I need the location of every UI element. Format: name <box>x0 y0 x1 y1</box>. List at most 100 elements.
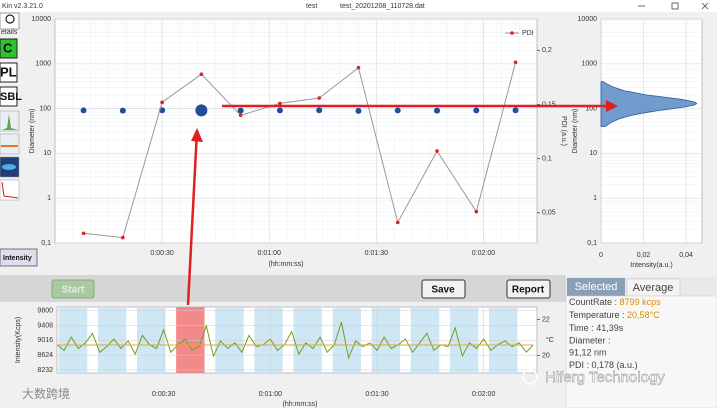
diameter-point <box>276 107 283 114</box>
y-tick-label: 1 <box>593 195 597 202</box>
save-button[interactable] <box>421 279 466 299</box>
y-tick-label: 1 <box>47 195 51 202</box>
thumb-4-icon <box>1 181 19 199</box>
pdi-point <box>317 96 322 100</box>
y-tick-label: 1000 <box>35 61 51 68</box>
info-row: Temperature : 20,58°C <box>569 310 660 320</box>
details-icon <box>5 14 15 24</box>
info-row: PDI : 0,178 (a.u.) <box>569 360 638 370</box>
thumb-4[interactable] <box>0 179 20 201</box>
trace-chart: 8232 8624 9016 9408 9800 20 22 0:00:30 0:01:00 0:… <box>15 306 554 408</box>
start-button <box>51 279 95 299</box>
y-tick-label: 0,1 <box>41 240 51 247</box>
title-bar <box>0 0 717 12</box>
report-label: Report <box>512 285 545 296</box>
measurement-window <box>215 307 244 373</box>
window-controls[interactable] <box>638 2 709 10</box>
pdi-point <box>435 149 439 153</box>
y-tick-label: 100 <box>585 105 597 112</box>
measurement-window <box>293 307 322 373</box>
y-tick-label: 10000 <box>32 16 52 23</box>
x-tick-label: 0,04 <box>679 252 693 259</box>
pl-label: PL <box>0 64 17 79</box>
pdi-point <box>238 113 243 118</box>
thumb-3-icon <box>2 164 16 170</box>
pdi-point <box>356 65 361 70</box>
x-axis-label: (hh:mm:ss) <box>283 401 318 408</box>
diameter-point <box>355 107 362 114</box>
y-tick-label: 100 <box>39 105 51 112</box>
info-label: PDI : <box>569 360 589 370</box>
measurement-window <box>410 307 440 373</box>
plot-area <box>54 18 538 244</box>
info-row: Time : 41,39s <box>569 323 624 333</box>
watermark-left: 大数跨境 <box>22 386 70 401</box>
sbl-button[interactable] <box>0 86 18 107</box>
c-label: C <box>3 40 13 55</box>
info-value: 20,58°C <box>627 310 660 320</box>
pdi-point <box>474 209 479 214</box>
diameter-point <box>316 107 323 114</box>
info-value: 91,12 nm <box>569 347 607 357</box>
y2-tick-label: 22 <box>542 316 550 323</box>
y-axis-label: Diameter (nm) <box>572 109 579 154</box>
measurement-window <box>489 307 518 373</box>
y2-tick-label: 20 <box>542 352 550 359</box>
tab-selected[interactable] <box>567 278 625 296</box>
diameter-point <box>119 107 126 114</box>
x-tick-label: 0:01:30 <box>365 391 388 398</box>
x-tick-label: 0:01:30 <box>365 250 388 257</box>
report-button[interactable] <box>506 279 551 299</box>
distribution-area <box>600 81 698 127</box>
info-label: Time : <box>569 323 594 333</box>
y-tick-label: 9408 <box>37 322 53 329</box>
watermark-icon <box>522 369 538 385</box>
y-tick-label: 10 <box>43 150 51 157</box>
x-axis-label: (hh:mm:ss) <box>269 261 304 268</box>
y-tick-label: 8232 <box>37 367 53 374</box>
x-tick-label: 0:02:00 <box>472 250 495 257</box>
diameter-point <box>237 107 244 114</box>
thumb-1-icon <box>2 114 18 130</box>
diameter-point <box>512 107 519 114</box>
pdi-point <box>121 235 125 240</box>
pdi-point <box>81 231 86 236</box>
x-tick-label: 0:01:00 <box>258 250 281 257</box>
main-chart: 0,11101001000100000,050,10,150,20:00:300… <box>29 16 567 268</box>
y2-axis-label: °C <box>546 336 554 344</box>
plot-content <box>80 60 519 240</box>
diameter-point <box>195 104 208 117</box>
measurement-window <box>137 307 166 373</box>
x-tick-label: 0 <box>599 252 603 259</box>
app-title: Kin v2.3.21.0 <box>2 3 43 10</box>
series-line <box>83 62 517 239</box>
pdi-point <box>199 72 204 76</box>
y-tick-label: 10 <box>589 150 597 157</box>
distribution-chart: 0,1 1 10 100 1000 10000 0 0,02 0,04 Intensity(a.u… <box>572 16 703 269</box>
measurement-window <box>449 307 479 373</box>
legend-dot <box>510 31 514 35</box>
y-tick-label: 0,1 <box>587 240 597 247</box>
watermark-right: Hiferg Technology <box>545 369 665 386</box>
pdi-point <box>278 101 282 106</box>
y-axis-label: Intensity(Kcps) <box>15 317 22 363</box>
pl-button[interactable] <box>0 62 18 83</box>
intensity-line <box>57 321 534 360</box>
legend-label: PDI <box>522 30 534 37</box>
y-tick-label: 1000 <box>581 61 597 68</box>
y-tick-label: 9016 <box>37 337 53 344</box>
y-tick-label: 9800 <box>37 308 53 315</box>
thumb-2[interactable] <box>0 133 20 155</box>
c-button[interactable] <box>0 38 18 59</box>
info-panel: Selected Average CountRate : 8799 kcps T… <box>565 277 717 408</box>
details-button[interactable] <box>0 12 20 30</box>
measurement-window <box>332 307 361 373</box>
file-name: test_20201208_110728.dat <box>340 3 425 10</box>
info-value: 0,178 (a.u.) <box>592 360 638 370</box>
y-axis-label: Diameter (nm) <box>29 109 36 154</box>
info-box <box>565 295 717 408</box>
info-value: 8799 kcps <box>620 297 662 307</box>
intensity-button[interactable] <box>0 248 38 267</box>
info-label: Diameter : <box>569 335 611 345</box>
